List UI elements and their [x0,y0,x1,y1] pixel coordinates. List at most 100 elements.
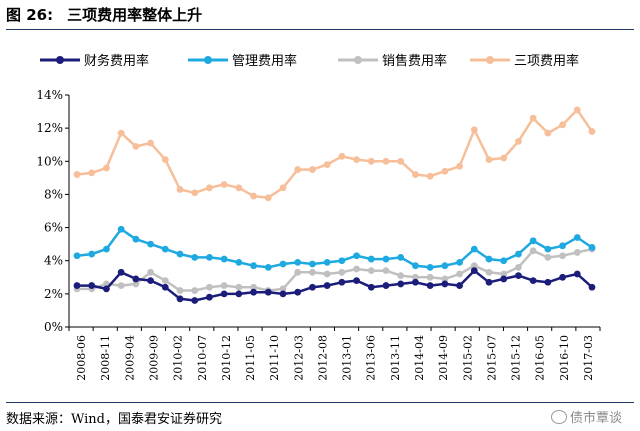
y-tick-label: 12% [36,121,63,135]
x-tick-label: 2016-05 [534,335,547,381]
data-point [338,268,346,276]
data-point [250,288,257,296]
x-tick-label: 2010-12 [220,335,233,381]
data-point [353,277,360,284]
data-point [132,280,140,288]
data-point [176,250,184,258]
data-point [382,267,390,275]
data-point [294,258,302,266]
watermark: 债市覃谈 [550,407,622,426]
data-point [220,282,228,289]
x-tick-label: 2014-09 [437,335,450,381]
data-point [382,157,390,165]
data-point [191,287,199,294]
data-point [73,252,81,260]
data-point [191,254,199,261]
data-point [485,156,493,164]
data-point [367,255,375,263]
data-point [73,171,81,178]
figure-title: 图 26: 三项费用率整体上升 [6,4,202,25]
title-divider [6,29,634,30]
x-tick-label: 2017-03 [582,335,595,381]
x-tick-label: 2012-03 [292,335,305,381]
data-point [367,283,375,291]
data-point [161,245,169,253]
data-point [176,287,184,294]
data-point [456,258,463,266]
data-point [117,225,125,233]
data-point [559,242,566,250]
data-point [103,285,110,293]
x-tick-label: 2013-06 [365,335,378,381]
watermark-text: 债市覃谈 [569,411,622,426]
data-point [573,234,581,241]
data-point [515,250,522,258]
data-point [515,272,522,280]
data-point [117,268,125,276]
data-point [470,262,478,270]
data-point [485,278,493,286]
data-point [323,161,331,169]
data-point [338,152,346,160]
legend-swatch-marker [354,56,362,64]
data-point [412,171,419,178]
legend-swatch-marker [486,56,494,64]
data-point [206,254,213,261]
data-point [147,277,154,284]
data-point [397,157,405,165]
data-point [573,106,581,114]
data-point [191,297,199,304]
data-point [132,142,140,150]
data-point [544,129,552,137]
data-point [500,257,508,265]
data-point [544,254,552,261]
data-point [426,263,434,271]
x-tick-label: 2008-11 [99,335,112,381]
data-point [220,290,228,298]
x-tick-label: 2015-02 [461,335,474,381]
data-point [382,282,390,289]
data-point [456,270,463,278]
data-point [397,272,405,280]
line-chart: 0% 2% 4% 6% 8% 10% 12% 14% 2008-06 2008-11 2009-04… [36,53,601,381]
data-point [161,156,169,164]
y-tick-label: 6% [44,221,63,235]
data-point [470,126,478,134]
data-point [382,255,390,263]
data-point [220,255,228,263]
data-point [206,184,213,192]
data-point [279,184,287,192]
data-point [161,277,169,284]
data-point [117,129,125,137]
data-point [250,283,257,291]
y-tick-label: 2% [44,287,63,301]
data-point [294,268,302,276]
data-point [235,258,243,266]
data-point [470,267,478,275]
data-point [279,290,287,298]
data-point [412,278,419,286]
data-point [588,283,596,291]
data-point [529,247,537,255]
data-point [73,282,81,289]
x-tick-label: 2011-10 [268,335,281,381]
data-point [500,275,508,283]
data-point [103,245,110,253]
data-point [206,283,213,291]
data-point [117,282,125,289]
x-tick-label: 2012-08 [316,335,329,381]
x-tick-label: 2013-11 [389,335,402,381]
data-point [412,273,419,281]
data-point [353,252,360,260]
data-point [220,181,228,188]
data-point [588,128,596,135]
y-tick-label: 8% [44,187,63,201]
data-point [456,162,463,170]
data-point [588,244,596,251]
data-point [573,270,581,278]
data-point [323,258,331,266]
x-tick-label: 2009-04 [123,335,136,381]
data-point [426,273,434,281]
source-note: 数据来源：Wind，国泰君安证券研究 [6,412,222,427]
data-point [485,268,493,276]
